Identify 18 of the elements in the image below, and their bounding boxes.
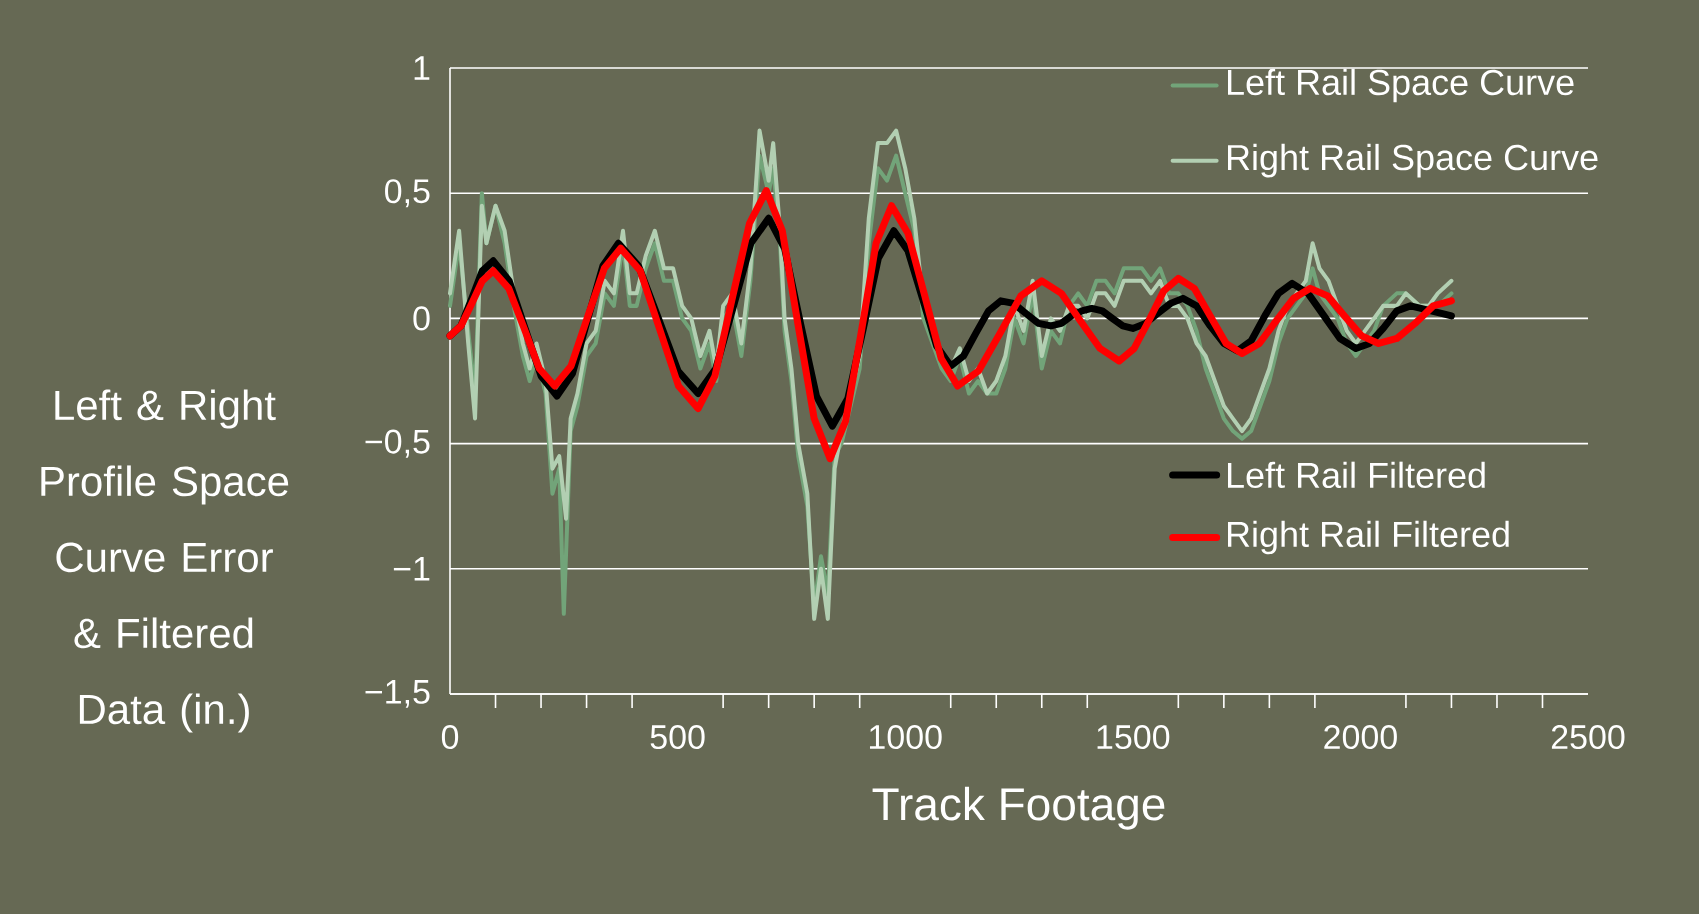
x-tick-label: 1000	[869, 725, 942, 750]
legend-label: Left Rail Filtered	[1228, 461, 1485, 489]
y-tick-label: 0,5	[385, 179, 430, 208]
legend-label: Right Rail Space Curve	[1228, 143, 1598, 178]
y-tick-label: −1,5	[365, 680, 430, 708]
y-axis-title: Left & Right Profile Space Curve Error & Filtered Data (in.)	[41, 389, 289, 733]
legend-label: Left Rail Space Curve	[1228, 68, 1574, 103]
x-tick-label: 500	[650, 725, 705, 750]
legend-label: Right Rail Filtered	[1228, 520, 1509, 555]
y-tick-label: −1	[393, 557, 430, 581]
y-tick-label: 1	[414, 56, 430, 80]
x-axis-title: Track Footage	[872, 786, 1165, 830]
x-tick-label: 1500	[1097, 725, 1170, 750]
y-tick-label: −0,5	[365, 429, 430, 458]
y-tick-label: 0	[413, 306, 430, 331]
x-tick-label: 0	[441, 725, 459, 750]
x-tick-label: 2000	[1324, 725, 1397, 750]
x-tick-label: 2500	[1551, 725, 1625, 750]
